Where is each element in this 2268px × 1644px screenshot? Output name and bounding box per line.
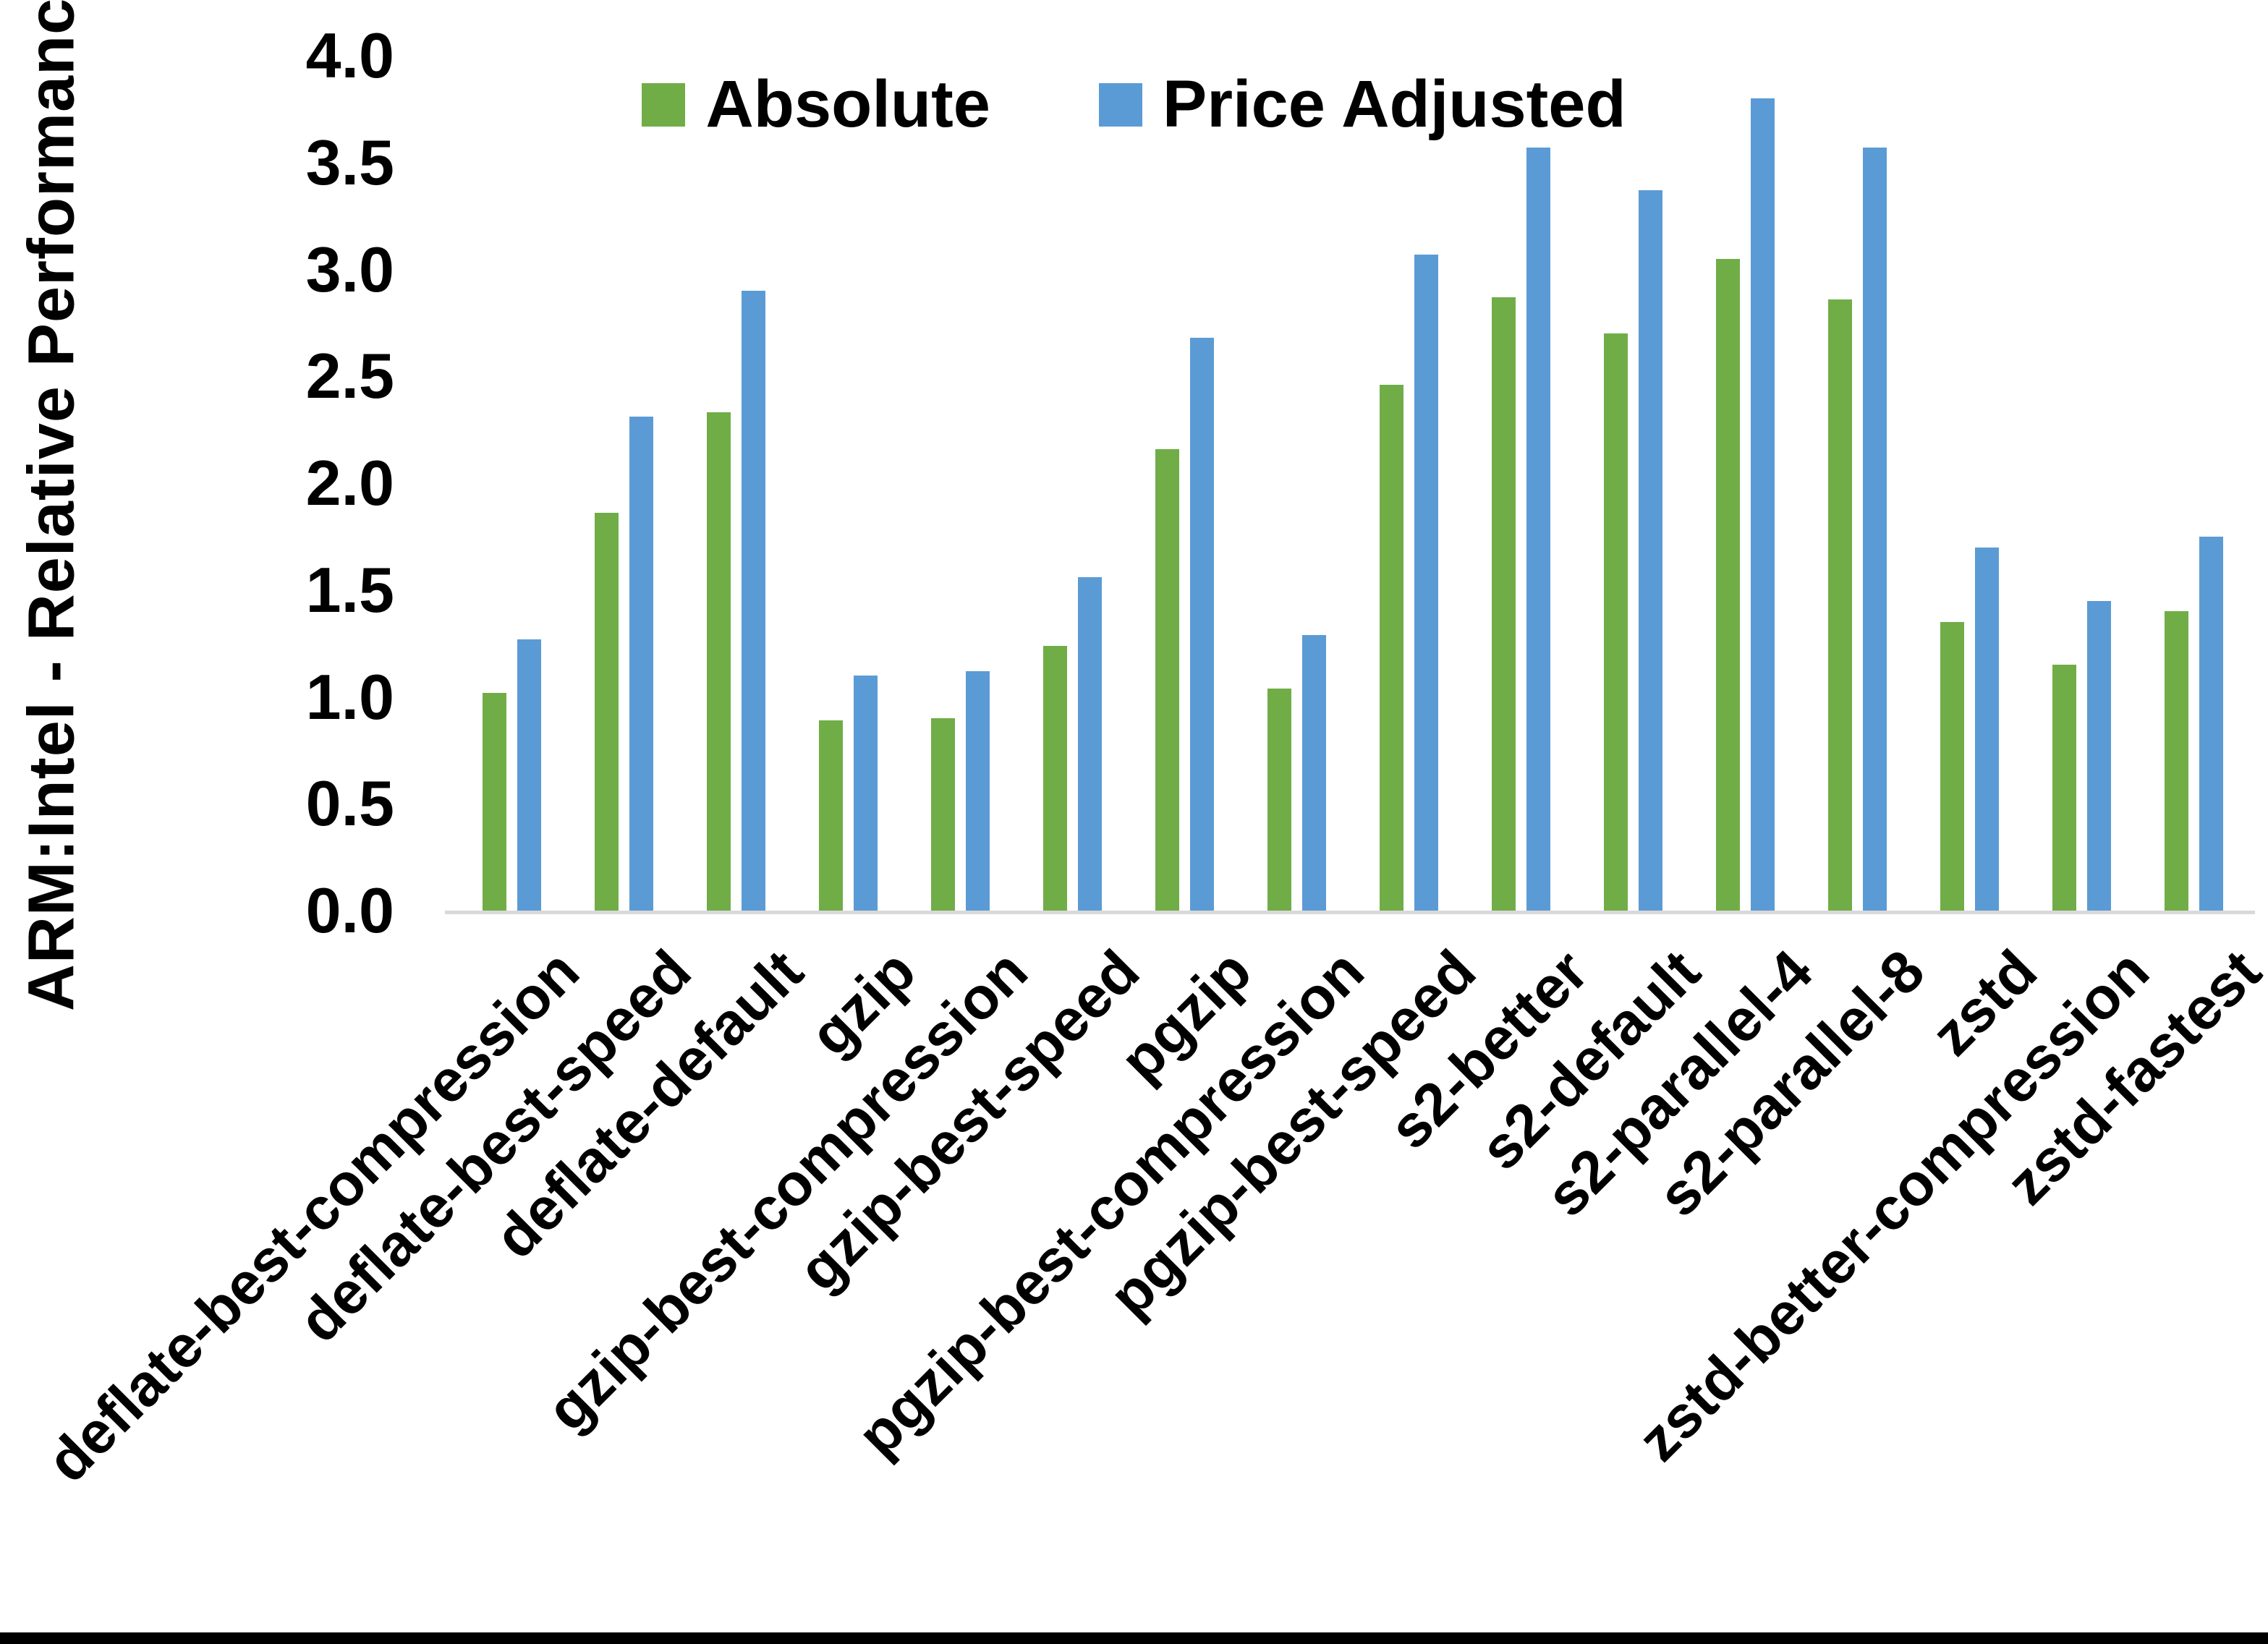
bar-group-gzip-best-compression [904,56,1016,911]
bar-price-adjusted-gzip-best-speed [1078,577,1102,911]
bar-price-adjusted-pgzip [1190,338,1214,911]
bar-group-deflate-best-speed [568,56,680,911]
bar-absolute-s2-better [1492,297,1516,911]
bar-group-pgzip-best-speed [1353,56,1465,911]
bar-price-adjusted-s2-default [1639,190,1662,911]
bar-price-adjusted-s2-better [1526,148,1550,911]
bar-absolute-s2-parallel-4 [1716,259,1740,911]
bar-absolute-zstd-better-compression [2052,665,2076,911]
bar-price-adjusted-gzip-best-compression [966,671,990,911]
y-tick-label-4.0: 4.0 [305,20,394,91]
bar-absolute-s2-default [1604,333,1628,911]
bar-absolute-deflate-best-speed [595,513,619,911]
y-tick-label-0.5: 0.5 [305,767,394,840]
bar-absolute-gzip [819,720,843,911]
bar-price-adjusted-gzip [854,676,878,911]
bar-group-pgzip-best-compression [1241,56,1353,911]
bar-group-pgzip [1129,56,1241,911]
bar-group-gzip-best-speed [1016,56,1129,911]
bar-group-s2-parallel-8 [1801,56,1914,911]
bar-price-adjusted-deflate-default [742,291,765,911]
x-axis-line [445,911,2255,914]
bar-group-s2-better [1465,56,1577,911]
plot-area [456,56,2250,911]
y-tick-label-0.0: 0.0 [305,874,394,946]
bar-price-adjusted-deflate-best-speed [629,417,653,911]
bar-absolute-pgzip-best-compression [1267,689,1291,911]
bar-group-zstd [1914,56,2026,911]
bottom-border [0,1632,2268,1644]
bar-price-adjusted-s2-parallel-8 [1863,148,1887,911]
bar-group-s2-default [1577,56,1689,911]
bar-group-zstd-fastest [2138,56,2250,911]
bar-absolute-s2-parallel-8 [1828,299,1852,911]
bar-group-s2-parallel-4 [1689,56,1801,911]
bar-price-adjusted-pgzip-best-compression [1302,635,1326,911]
bar-group-deflate-best-compression [456,56,568,911]
bar-group-zstd-better-compression [2026,56,2138,911]
bar-price-adjusted-deflate-best-compression [517,639,541,911]
bar-group-gzip [792,56,904,911]
bar-absolute-deflate-default [707,412,731,911]
bar-absolute-gzip-best-compression [931,718,955,911]
bar-absolute-pgzip-best-speed [1380,385,1403,911]
bar-group-deflate-default [680,56,792,911]
bar-price-adjusted-zstd-fastest [2199,537,2223,911]
bar-price-adjusted-zstd-better-compression [2087,601,2111,911]
bar-absolute-zstd [1940,622,1964,911]
bar-absolute-gzip-best-speed [1043,646,1067,911]
y-tick-label-3.5: 3.5 [305,126,394,198]
bar-price-adjusted-pgzip-best-speed [1414,255,1438,911]
y-tick-label-1.0: 1.0 [305,660,394,733]
y-tick-label-1.5: 1.5 [305,553,394,626]
bar-price-adjusted-zstd [1975,548,1999,911]
y-tick-label-2.0: 2.0 [305,447,394,519]
bar-price-adjusted-s2-parallel-4 [1751,98,1775,911]
bar-absolute-deflate-best-compression [483,693,506,911]
y-tick-label-3.0: 3.0 [305,233,394,305]
bar-absolute-zstd-fastest [2165,611,2188,911]
bar-absolute-pgzip [1155,449,1179,911]
y-tick-label-2.5: 2.5 [305,340,394,412]
